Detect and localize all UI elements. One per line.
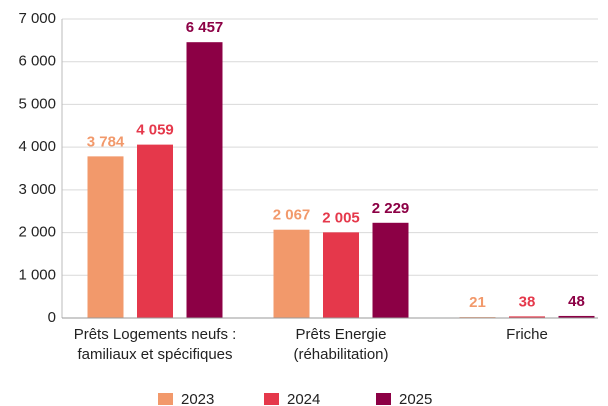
legend-label: 2023 — [181, 391, 214, 406]
legend-swatch — [158, 393, 173, 405]
y-tick-label: 3 000 — [18, 181, 56, 198]
legend-label: 2024 — [287, 391, 320, 406]
legend-label: 2025 — [399, 391, 432, 406]
x-tick-label: Friche — [506, 326, 548, 343]
value-label: 48 — [568, 293, 585, 310]
y-tick-label: 5 000 — [18, 95, 56, 112]
bar — [87, 156, 124, 318]
y-tick-label: 6 000 — [18, 53, 56, 70]
x-tick-label: Prêts Logements neufs : familiaux et spé… — [73, 326, 237, 363]
legend-swatch — [264, 393, 279, 405]
bar — [558, 315, 595, 318]
value-label: 38 — [519, 293, 536, 310]
x-tick-label: Prêts Energie (réhabilitation) — [293, 326, 389, 363]
bar — [509, 316, 545, 318]
y-tick-label: 1 000 — [18, 266, 56, 283]
y-tick-label: 4 000 — [18, 138, 56, 155]
value-label: 2 005 — [322, 209, 360, 226]
bar — [323, 232, 359, 318]
bar — [372, 222, 409, 318]
y-tick-label: 7 000 — [18, 10, 56, 27]
value-label: 21 — [469, 294, 486, 311]
bar — [137, 144, 173, 318]
value-label: 2 229 — [372, 200, 410, 217]
bar — [186, 42, 223, 319]
y-tick-label: 2 000 — [18, 224, 56, 241]
value-label: 2 067 — [273, 207, 311, 224]
y-tick-label: 0 — [48, 309, 56, 326]
bar — [273, 229, 310, 318]
value-label: 4 059 — [136, 122, 174, 139]
value-label: 3 784 — [87, 133, 125, 150]
legend-swatch — [376, 393, 391, 405]
value-label: 6 457 — [186, 19, 224, 36]
